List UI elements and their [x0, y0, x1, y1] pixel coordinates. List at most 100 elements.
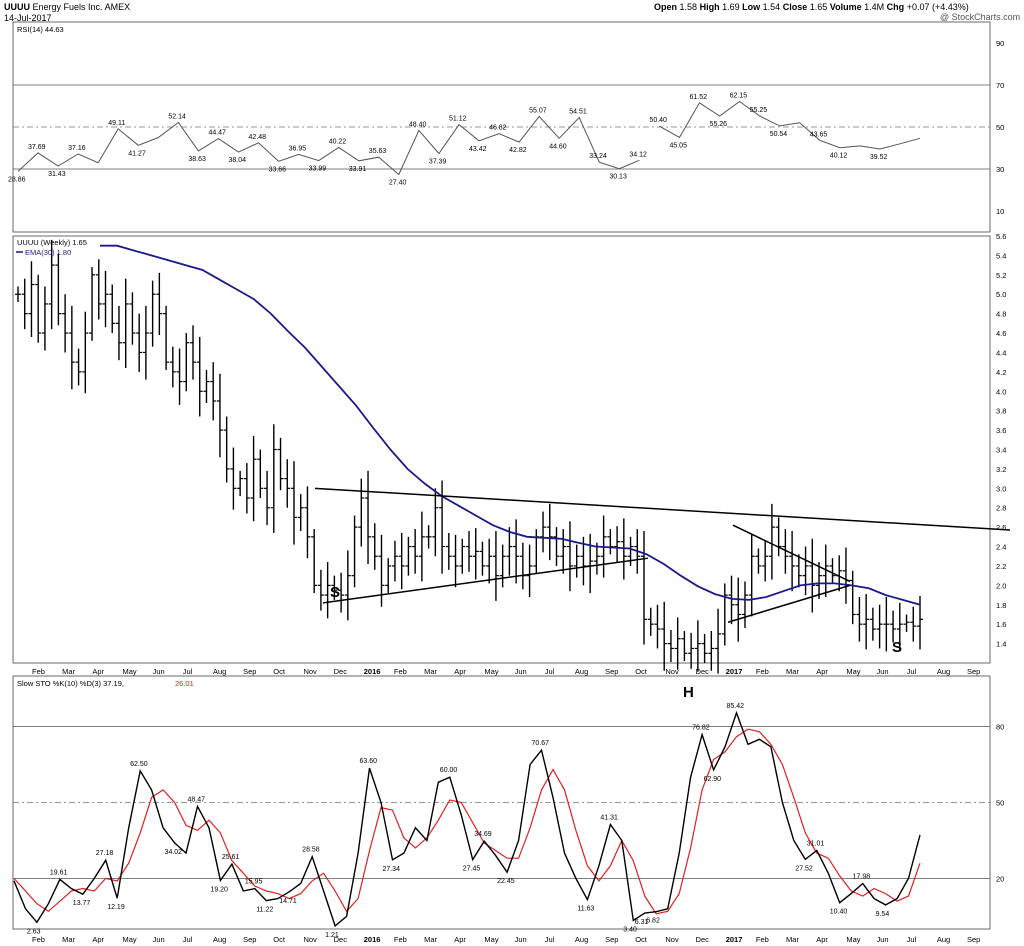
rsi-data-label: 34.12: [629, 151, 647, 158]
price-bar: [317, 569, 324, 611]
price-bar: [917, 596, 923, 650]
company-name: Energy Fuels Inc.: [32, 2, 103, 12]
price-x-tick-label: Jul: [545, 667, 555, 676]
rsi-data-label: 45.05: [669, 142, 687, 149]
price-bar: [412, 529, 419, 574]
price-bar: [149, 280, 156, 347]
price-bar: [62, 294, 69, 353]
price-bar: [48, 239, 55, 330]
price-bar: [661, 601, 668, 671]
rsi-data-label: 49.11: [108, 120, 125, 127]
chart-date: 14-Jul-2017: [4, 13, 52, 23]
price-tick-label: 2.0: [996, 581, 1006, 590]
price-bar: [89, 267, 96, 341]
price-x-tick-label: Dec: [696, 667, 710, 676]
price-bar: [216, 373, 223, 458]
rsi-data-label: 40.22: [329, 139, 347, 146]
price-bar: [41, 286, 48, 351]
price-x-tick-label: Oct: [273, 667, 286, 676]
symbol: UUUU: [4, 2, 30, 12]
rsi-data-label: 33.66: [269, 166, 287, 173]
price-bar: [183, 333, 190, 392]
stoch-data-label: 6.31: [635, 919, 649, 926]
price-bar: [264, 470, 271, 526]
stoch-x-tick-label: Jul: [183, 935, 193, 944]
stoch-data-label: 10.40: [830, 909, 848, 916]
stoch-data-label: 76.82: [692, 725, 710, 732]
price-bar: [829, 558, 836, 584]
stoch-data-label: 62.90: [704, 776, 722, 783]
stoch-data-label: 34.69: [474, 831, 492, 838]
price-bar: [391, 540, 398, 582]
price-x-tick-label: Mar: [424, 667, 437, 676]
volume-value: 1.4M: [864, 2, 885, 12]
rsi-data-label: 39.52: [870, 154, 888, 161]
stoch-x-tick-label: Nov: [303, 935, 317, 944]
stoch-x-tick-label: May: [484, 935, 498, 944]
price-bar: [122, 278, 129, 368]
high-label: High: [699, 2, 720, 12]
volume-label: Volume: [829, 2, 862, 12]
price-bar: [230, 447, 237, 510]
price-bar: [688, 632, 695, 669]
price-bar: [270, 424, 277, 533]
price-bar: [472, 528, 479, 580]
price-x-tick-label: Feb: [32, 667, 45, 676]
rsi-data-label: 40.12: [830, 153, 848, 160]
price-bar: [304, 486, 311, 559]
stoch-data-label: 28.58: [302, 847, 320, 854]
stoch-tick-label: 20: [996, 874, 1004, 883]
price-bar: [667, 630, 674, 663]
stoch-data-label: 34.02: [165, 849, 183, 856]
stoch-data-label: 27.52: [795, 865, 813, 872]
price-bar: [910, 606, 917, 642]
price-tick-label: 5.4: [996, 251, 1006, 260]
price-bar: [28, 261, 35, 337]
stoch-x-tick-label: Apr: [92, 935, 104, 944]
price-tick-label: 2.6: [996, 523, 1006, 532]
neckline-trendline: [314, 487, 1011, 531]
price-bar: [735, 577, 742, 642]
price-bar: [452, 534, 459, 588]
price-panel-frame: [12, 235, 991, 664]
stoch-x-tick-label: Jun: [515, 935, 527, 944]
price-bar: [782, 529, 789, 574]
rsi-data-label: 55.26: [710, 121, 728, 128]
stoch-x-tick-label: Oct: [635, 935, 648, 944]
price-tick-label: 5.0: [996, 290, 1006, 299]
rsi-data-label: 28.86: [8, 176, 26, 183]
price-bar: [890, 610, 897, 643]
price-bar: [674, 617, 681, 670]
stoch-data-label: 2.63: [27, 928, 41, 935]
left-shoulder-label: S: [330, 584, 340, 601]
ema-legend-label: EMA(30) 1.80: [25, 248, 71, 257]
price-bar: [836, 555, 843, 592]
stoch-x-tick-label: Sep: [967, 935, 980, 944]
price-tick-label: 5.6: [996, 232, 1006, 241]
price-x-tick-label: Jun: [515, 667, 527, 676]
stoch-data-label: 13.77: [73, 900, 91, 907]
stoch-x-tick-label: Feb: [394, 935, 407, 944]
right-triangle-resistance: [732, 524, 851, 583]
price-bar: [250, 435, 257, 522]
price-bar: [190, 325, 197, 380]
stoch-x-tick-label: 2017: [726, 935, 743, 944]
stoch-x-tick-label: Feb: [32, 935, 45, 944]
price-bar: [546, 503, 553, 561]
rsi-line: [17, 115, 640, 176]
stoch-x-tick-label: Mar: [786, 935, 799, 944]
price-bar: [115, 305, 122, 361]
price-bar: [466, 531, 472, 572]
right-triangle-support: [727, 584, 851, 623]
price-bar: [163, 305, 170, 370]
price-bar: [459, 538, 466, 574]
price-x-tick-label: Sep: [967, 667, 980, 676]
price-bar: [506, 527, 513, 576]
rsi-tick-label: 70: [996, 81, 1004, 90]
price-bar: [176, 348, 183, 405]
price-x-tick-label: Mar: [786, 667, 799, 676]
rsi-data-label: 61.52: [690, 94, 708, 101]
price-bar: [641, 531, 648, 645]
price-x-tick-label: Feb: [394, 667, 407, 676]
stoch-x-tick-label: Aug: [575, 935, 588, 944]
